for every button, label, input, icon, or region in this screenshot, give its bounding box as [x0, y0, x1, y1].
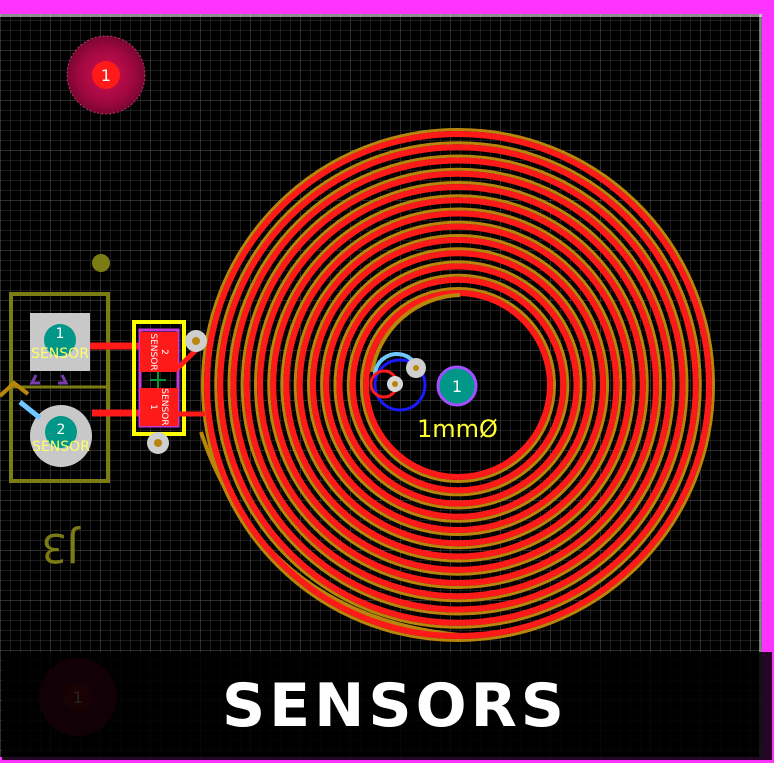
mount-pad-top-label: 1 — [101, 66, 111, 85]
banner-title: SENSORS — [222, 671, 568, 741]
pin1-marker-dot — [92, 254, 110, 272]
title-banner: SENSORS — [2, 652, 772, 760]
connector-pad1-net: SENSOR — [31, 346, 89, 362]
drill-size-label: 1mmØ — [417, 415, 498, 443]
component-pad2-net: SENSOR — [148, 333, 158, 370]
component-pad1-net: SENSOR — [159, 388, 169, 425]
mounting-hole-icon[interactable]: 1 — [67, 36, 145, 114]
component-pad1-number: 1 — [148, 404, 158, 410]
designator-label: J3 — [41, 524, 81, 570]
connector-pad-1[interactable]: 1 SENSOR — [30, 313, 90, 371]
component-pad-2[interactable]: 2 SENSOR — [140, 332, 178, 372]
center-pad[interactable]: 1 — [438, 367, 476, 405]
connector-pad2-net: SENSOR — [32, 439, 90, 455]
component-pad-1[interactable]: 1 SENSOR — [140, 388, 178, 426]
center-pad-label: 1 — [452, 377, 462, 396]
component-pad2-number: 2 — [159, 349, 169, 355]
connector-pad1-number: 1 — [56, 326, 65, 342]
via-top[interactable] — [185, 330, 207, 352]
connector-pad2-number: 2 — [57, 422, 66, 438]
via-bottom[interactable] — [147, 432, 169, 454]
